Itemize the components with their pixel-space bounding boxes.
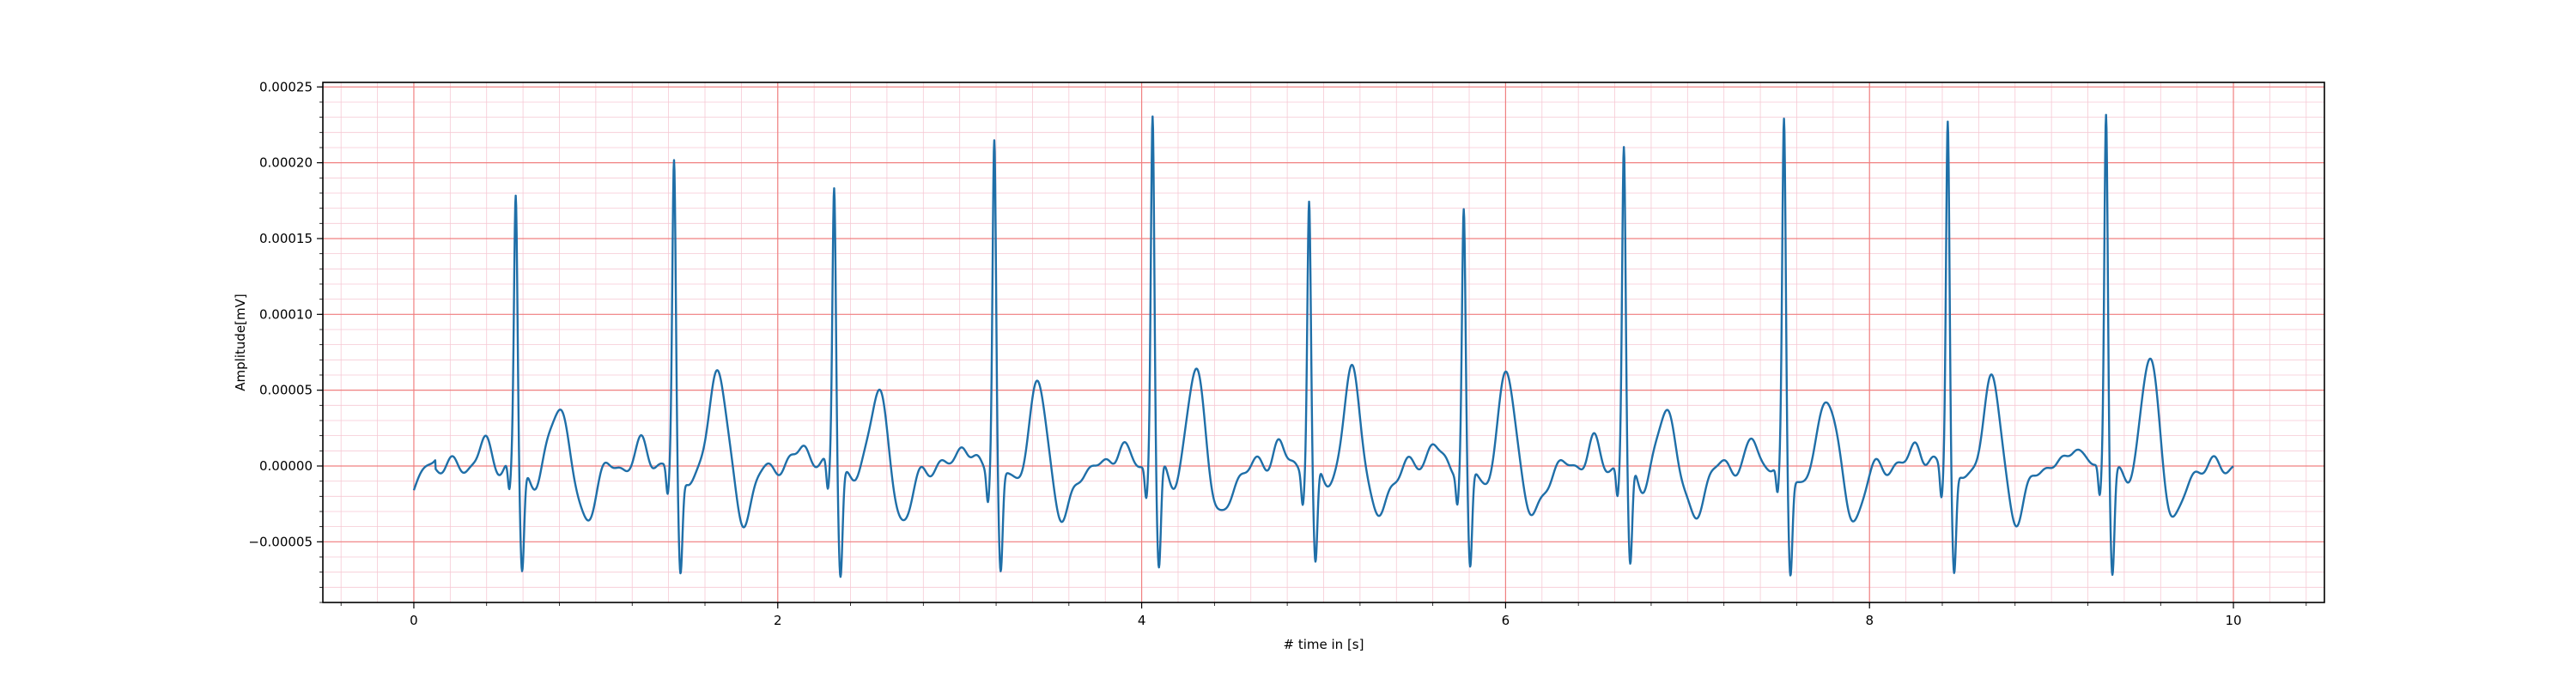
- y-tick-label: 0.00005: [259, 383, 313, 398]
- y-tick-label: 0.00025: [259, 79, 313, 94]
- x-tick-label: 6: [1502, 613, 1510, 628]
- plot-frame: [322, 82, 2325, 603]
- y-tick-label: 0.00015: [259, 231, 313, 246]
- y-tick-label: 0.00000: [259, 458, 313, 474]
- x-axis: 0 2 4 6 8 10: [340, 602, 2307, 628]
- x-tick-label: 0: [410, 613, 418, 628]
- y-axis-label: Amplitude[mV]: [233, 294, 248, 390]
- y-tick-label: −0.00005: [248, 534, 313, 549]
- x-tick-label: 10: [2225, 613, 2241, 628]
- major-grid: [323, 82, 2324, 602]
- x-tick-label: 2: [774, 613, 782, 628]
- y-axis: −0.00005 0.00000 0.00005 0.00010 0.00015 0.00…: [248, 79, 323, 603]
- y-tick-label: 0.00020: [259, 155, 313, 171]
- minor-grid: [323, 82, 2324, 603]
- series-line-ecg: [412, 113, 2234, 578]
- x-axis-label: # time in [s]: [1284, 637, 1364, 652]
- x-tick-label: 8: [1865, 613, 1874, 628]
- x-tick-label: 4: [1138, 613, 1146, 628]
- y-tick-label: 0.00010: [259, 306, 313, 322]
